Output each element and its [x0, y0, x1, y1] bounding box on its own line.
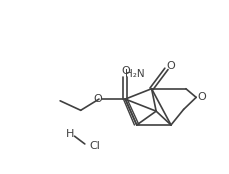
Text: O: O: [166, 61, 174, 71]
Text: O: O: [93, 94, 101, 104]
Text: H: H: [66, 129, 74, 140]
Text: Cl: Cl: [90, 141, 100, 151]
Text: O: O: [120, 66, 129, 76]
Text: O: O: [197, 92, 205, 102]
Text: H₂N: H₂N: [125, 69, 144, 79]
